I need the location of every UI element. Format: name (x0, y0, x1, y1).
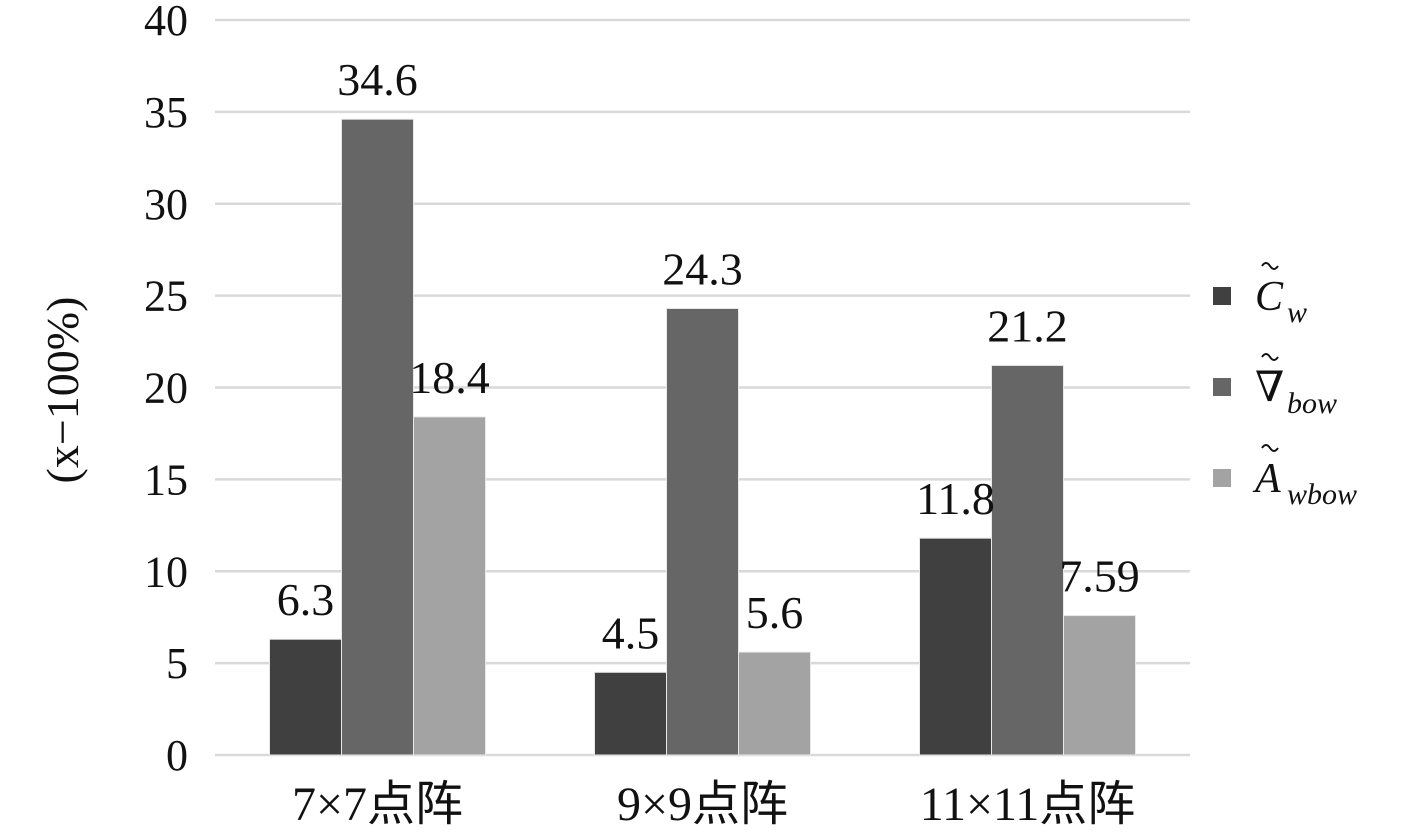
y-tick-label: 15 (144, 455, 188, 504)
x-category-label: 9×9点阵 (617, 778, 788, 831)
y-tick-label: 30 (144, 180, 188, 229)
y-tick-label: 25 (144, 272, 188, 321)
data-label: 5.6 (746, 587, 804, 638)
y-tick-label: 0 (166, 731, 188, 780)
bar (1063, 615, 1136, 756)
legend-subscript: wbow (1287, 478, 1357, 511)
data-label: 11.8 (916, 473, 995, 524)
tilde-accent (1261, 262, 1279, 270)
data-label: 24.3 (662, 243, 743, 294)
legend-swatch (1213, 469, 1231, 487)
data-label: 7.59 (1059, 551, 1140, 602)
legend-label: ∇ (1255, 365, 1284, 411)
y-tick-label: 10 (144, 547, 188, 596)
x-category-label: 11×11点阵 (920, 778, 1136, 831)
legend-label: A (1252, 456, 1281, 502)
y-tick-label: 40 (144, 0, 188, 45)
x-axis-categories: 7×7点阵 9×9点阵 11×11点阵 (292, 778, 1135, 831)
data-label: 34.6 (337, 54, 418, 105)
bar (991, 364, 1064, 756)
y-tick-label: 5 (166, 639, 188, 688)
bar (413, 416, 486, 756)
bar (269, 638, 342, 756)
bar (738, 651, 811, 756)
y-axis-label: (x−100%) (37, 297, 88, 484)
data-label: 18.4 (409, 352, 490, 403)
data-label: 4.5 (602, 607, 660, 658)
data-labels: 6.3 34.6 18.4 4.5 24.3 5.6 11.8 21.2 7.59 (277, 54, 1140, 658)
legend-subscript: bow (1287, 387, 1337, 420)
bar (341, 118, 414, 756)
legend-swatch (1213, 378, 1231, 396)
tilde-accent (1261, 353, 1279, 361)
legend-label: C (1255, 274, 1284, 320)
legend-swatch (1213, 287, 1231, 305)
data-label: 21.2 (987, 300, 1068, 351)
legend-subscript: w (1287, 296, 1307, 329)
bars (269, 118, 1136, 756)
data-label: 6.3 (277, 574, 335, 625)
tilde-accent (1261, 444, 1279, 452)
y-tick-label: 35 (144, 88, 188, 137)
y-tick-label: 20 (144, 364, 188, 413)
y-axis-ticks: 0 5 10 15 20 25 30 35 40 (144, 0, 188, 780)
bar (594, 671, 667, 756)
bar (666, 307, 739, 756)
x-category-label: 7×7点阵 (292, 778, 463, 831)
bar (919, 537, 992, 756)
